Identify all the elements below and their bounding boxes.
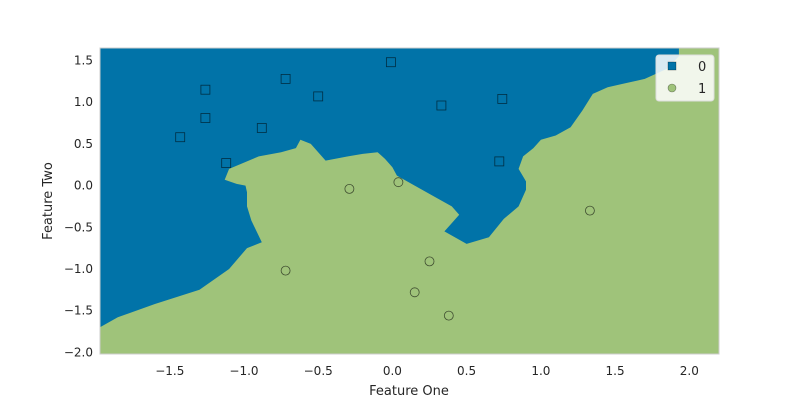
point-class-0-1	[280, 74, 291, 84]
plot-area	[100, 48, 719, 354]
point-class-0-2	[200, 84, 211, 95]
point-class-1-0	[344, 183, 355, 194]
y-axis-ticks: 1.5 1.0 0.5 0.0 −0.5 −1.0 −1.5 −2.0	[64, 54, 93, 360]
legend-marker-0	[667, 61, 677, 71]
point-class-0-8	[175, 132, 186, 143]
y-tick-label: −0.5	[64, 220, 93, 234]
point-class-1-5	[409, 287, 420, 298]
point-class-1-1	[393, 177, 404, 188]
point-class-1-2	[585, 205, 595, 216]
x-tick-label: −1.0	[229, 364, 258, 378]
x-tick-label: 0.0	[383, 364, 402, 378]
point-class-0-5	[436, 100, 447, 111]
point-class-0-6	[200, 113, 211, 123]
x-axis-ticks: −1.5 −1.0 −0.5 0.0 0.5 1.0 1.5 2.0	[155, 364, 699, 378]
y-tick-label: −1.5	[64, 304, 93, 318]
point-class-1-3	[424, 256, 435, 267]
point-class-1-6	[443, 310, 454, 321]
point-class-0-7	[256, 123, 267, 133]
x-tick-label: −1.5	[155, 364, 184, 378]
x-tick-label: 1.0	[531, 364, 550, 378]
points-layer	[175, 57, 595, 321]
y-tick-label: 0.5	[74, 137, 93, 151]
x-tick-label: 0.5	[457, 364, 476, 378]
point-class-0-3	[313, 91, 324, 102]
legend-label-0: 0	[698, 60, 706, 75]
y-tick-label: −2.0	[64, 345, 93, 359]
plot-frame	[99, 47, 720, 355]
y-tick-label: −1.0	[64, 262, 93, 276]
point-class-0-4	[497, 94, 508, 104]
y-tick-label: 1.5	[74, 54, 93, 68]
x-tick-label: 2.0	[680, 364, 699, 378]
decision-region-0	[100, 48, 679, 328]
legend-marker-1	[667, 83, 677, 93]
point-class-0-0	[385, 57, 396, 68]
legend-label-1: 1	[698, 82, 706, 97]
x-tick-label: 1.5	[606, 364, 625, 378]
point-class-0-10	[494, 156, 505, 167]
y-tick-label: 1.0	[74, 95, 93, 109]
x-axis-label: Feature One	[369, 384, 449, 399]
y-tick-label: 0.0	[74, 179, 93, 193]
point-class-1-4	[280, 265, 291, 276]
point-class-0-9	[221, 158, 232, 169]
x-tick-label: −0.5	[304, 364, 333, 378]
y-axis-label: Feature Two	[41, 162, 56, 240]
legend: 0 1	[655, 54, 715, 102]
